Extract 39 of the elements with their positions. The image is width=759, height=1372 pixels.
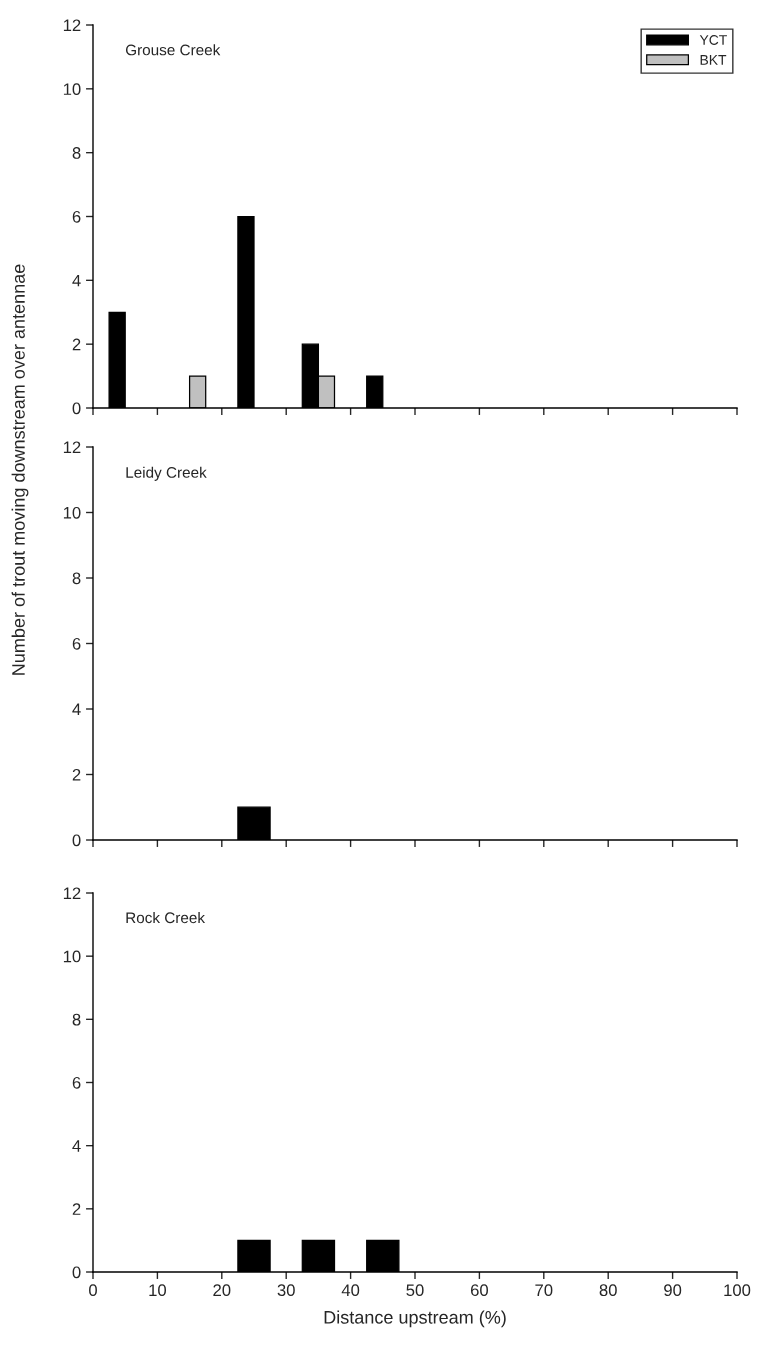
x-tick-label: 30 (277, 1284, 295, 1297)
x-tick-label: 20 (213, 1284, 231, 1297)
x-tick-label: 50 (406, 1284, 424, 1297)
y-tick-label: 10 (63, 506, 81, 519)
y-tick-label: 10 (63, 83, 81, 96)
y-tick-label: 2 (72, 1203, 81, 1215)
y-tick-label: 12 (63, 441, 81, 454)
y-tick-label: 4 (72, 274, 81, 287)
text: Rock Creek (126, 911, 206, 924)
y-tick-label: 6 (72, 210, 81, 223)
y-tick-label: 0 (72, 402, 81, 415)
legend-label: YCT (699, 35, 727, 45)
y-tick-label: 6 (72, 1076, 81, 1089)
x-tick-label: 0 (89, 1284, 97, 1297)
y-tick-label: 2 (72, 338, 81, 351)
y-tick-label: 8 (72, 1013, 81, 1026)
y-tick-label: 4 (72, 703, 81, 716)
y-tick-label: 8 (72, 572, 81, 585)
text: Leidy Creek (126, 466, 207, 481)
x-tick-label: 60 (470, 1284, 489, 1297)
y-tick-label: 4 (72, 1140, 81, 1152)
y-tick-label: 6 (72, 637, 81, 650)
y-tick-label: 0 (72, 1266, 81, 1279)
y-axis-title: Number of trout moving downstream over antennae (11, 264, 29, 675)
x-tick-label: 40 (341, 1284, 360, 1297)
y-tick-label: 2 (72, 768, 81, 781)
x-tick-label: 10 (149, 1284, 167, 1297)
y-tick-label: 12 (63, 19, 81, 32)
x-axis-title: Distance upstream (%) (324, 1310, 506, 1328)
y-tick-label: 12 (63, 887, 81, 900)
x-tick-label: 80 (599, 1284, 617, 1297)
x-tick-label: 100 (724, 1284, 751, 1297)
y-tick-label: 0 (72, 834, 81, 847)
legend-label: BKT (700, 55, 727, 65)
y-tick-label: 8 (72, 147, 81, 159)
x-tick-label: 70 (535, 1284, 553, 1297)
x-tick-label: 90 (664, 1284, 682, 1297)
text: Grouse Creek (125, 44, 221, 56)
y-tick-label: 10 (63, 950, 81, 963)
